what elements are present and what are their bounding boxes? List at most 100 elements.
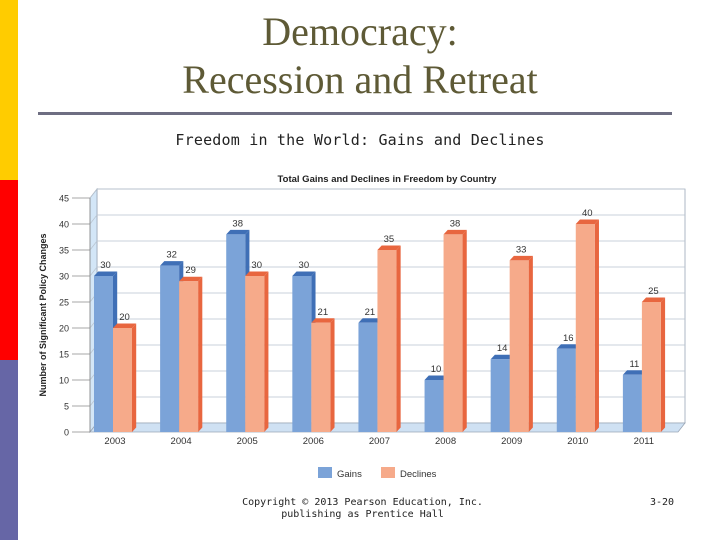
gains-bar-2010-value-label: 16 [563, 333, 574, 344]
gains-bar-2006-top [292, 271, 316, 276]
declines-bar-2005 [245, 276, 265, 432]
copyright-line-2: publishing as Prentice Hall [281, 509, 444, 520]
x-tick-label-2008: 2008 [435, 436, 456, 447]
gridline-side [89, 240, 98, 251]
gains-bar-2005-top [226, 229, 250, 235]
declines-bar-2011-side [660, 297, 666, 432]
gridline-side [89, 214, 98, 225]
declines-bar-2007-value-label: 35 [384, 234, 395, 245]
gains-bar-2010-top [556, 344, 580, 349]
y-tick-label: 25 [59, 298, 69, 308]
gains-bar-2006 [292, 276, 312, 432]
title-divider [38, 112, 672, 115]
gains-bar-2007-value-label: 21 [365, 307, 376, 318]
declines-bar-2003-top [113, 323, 137, 328]
gains-bar-2011-top [622, 370, 647, 375]
declines-bar-2005-top [245, 271, 269, 276]
declines-bar-2003 [113, 328, 132, 432]
slide-title-line-2: Recession and Retreat [182, 57, 538, 102]
accent-strip-red [0, 180, 18, 360]
declines-bar-2007-top [377, 245, 401, 250]
declines-bar-2010-value-label: 40 [582, 208, 593, 219]
x-tick-label-2006: 2006 [303, 436, 324, 447]
x-tick-label-2011: 2011 [634, 436, 654, 447]
declines-bar-2003-value-label: 20 [119, 312, 130, 323]
gains-bar-2005-value-label: 38 [232, 218, 243, 229]
gains-bar-2010 [556, 348, 576, 432]
x-tick-label-2010: 2010 [567, 436, 588, 447]
declines-bar-2011-value-label: 25 [648, 286, 659, 297]
y-tick-label: 15 [59, 350, 69, 360]
declines-bar-2009-top [509, 255, 533, 261]
declines-bar-2006-side [330, 318, 335, 432]
declines-bar-2004-side [198, 276, 203, 432]
slide-title-line-1: Democracy: [262, 9, 458, 54]
declines-bar-2011 [641, 302, 661, 432]
declines-bar-2009-value-label: 33 [516, 244, 527, 255]
gains-bar-2008-top [424, 375, 448, 380]
declines-bar-2004 [179, 281, 199, 432]
y-tick-label: 35 [59, 246, 69, 256]
declines-bar-2008-top [443, 229, 467, 235]
legend-label-declines: Declines [400, 469, 437, 480]
y-tick-label: 45 [59, 194, 69, 204]
declines-bar-2009 [509, 260, 529, 432]
declines-bar-2010 [575, 224, 595, 432]
declines-bar-2005-side [264, 271, 269, 432]
gains-bar-2009-value-label: 14 [497, 343, 508, 354]
x-tick-label-2009: 2009 [501, 436, 522, 447]
gains-bar-2011-value-label: 11 [629, 359, 639, 370]
x-tick-label-2003: 2003 [104, 436, 125, 447]
y-axis-label: Number of Significant Policy Changes [38, 233, 48, 396]
copyright-line-1: Copyright © 2013 Pearson Education, Inc. [242, 497, 483, 508]
slide-title: Democracy: Recession and Retreat [40, 8, 680, 104]
gains-bar-2003-value-label: 30 [100, 260, 111, 271]
declines-bar-2006-top [311, 318, 335, 323]
declines-bar-2003-side [132, 323, 137, 432]
y-tick-label: 20 [59, 324, 69, 334]
declines-bar-2007-side [396, 245, 401, 432]
gains-bar-2007 [358, 322, 378, 432]
gains-bar-2003 [94, 276, 113, 432]
y-tick-label: 0 [64, 428, 69, 438]
x-tick-label-2005: 2005 [237, 436, 258, 447]
declines-bar-2010-top [575, 219, 599, 224]
gains-bar-2006-value-label: 30 [299, 260, 310, 271]
chart-title: Total Gains and Declines in Freedom by C… [278, 174, 498, 185]
declines-bar-2007 [377, 250, 397, 432]
slide-number: 3-20 [650, 497, 675, 508]
gains-bar-2005 [226, 234, 246, 432]
declines-bar-2008 [443, 234, 463, 432]
gridline-side [89, 188, 98, 199]
accent-strip-yellow [0, 0, 18, 180]
gains-bar-2011 [622, 374, 642, 432]
legend-swatch-declines [381, 467, 395, 478]
declines-bar-2004-value-label: 29 [185, 265, 196, 276]
gridline-side [89, 266, 98, 277]
gains-bar-2008 [424, 380, 444, 432]
x-tick-label-2004: 2004 [171, 436, 192, 447]
y-tick-label: 30 [59, 272, 69, 282]
declines-bar-2005-value-label: 30 [251, 260, 262, 271]
gains-bar-2009-top [490, 354, 514, 360]
gains-bar-2004-value-label: 32 [166, 250, 177, 261]
declines-bar-2008-value-label: 38 [450, 218, 461, 229]
gains-bar-2009 [490, 359, 510, 432]
x-tick-label-2007: 2007 [369, 436, 390, 447]
declines-bar-2009-side [528, 255, 533, 432]
declines-bar-2004-top [179, 276, 203, 282]
declines-bar-2010-side [594, 219, 599, 432]
y-tick-label: 40 [59, 220, 69, 230]
y-tick-label: 5 [64, 402, 69, 412]
legend-label-gains: Gains [337, 469, 362, 480]
declines-bar-2011-top [641, 297, 666, 302]
declines-bar-2006 [311, 322, 331, 432]
declines-bar-2006-value-label: 21 [318, 307, 329, 318]
gains-bar-2004 [160, 265, 180, 432]
declines-bar-2008-side [462, 229, 467, 432]
gains-bar-2008-value-label: 10 [431, 364, 442, 375]
gains-bar-2007-top [358, 318, 382, 323]
legend-swatch-gains [318, 467, 332, 478]
accent-strip-blue [0, 360, 18, 540]
